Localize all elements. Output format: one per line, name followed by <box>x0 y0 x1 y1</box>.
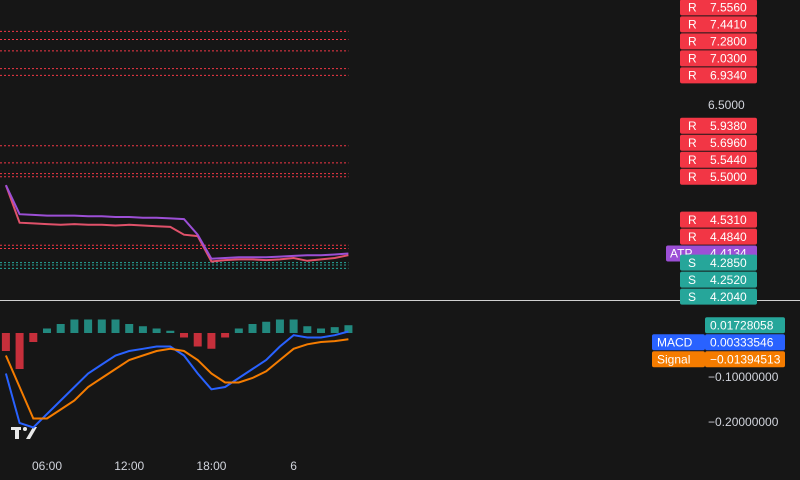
histogram-bar <box>56 323 65 333</box>
resistance-tag-bg <box>680 33 757 50</box>
support-tag-value: 4.2520 <box>710 273 747 287</box>
line <box>4 184 349 260</box>
resistance-marker: R <box>688 119 697 133</box>
resistance-tag-value: 5.9380 <box>710 119 747 133</box>
resistance-tag-bg <box>680 117 757 134</box>
resistance-tag-value: 5.6960 <box>710 136 747 150</box>
support-tag-bg <box>680 254 757 271</box>
support-tag-bg <box>680 288 757 305</box>
histogram-bar <box>248 323 257 333</box>
resistance-tag-bg <box>680 151 757 168</box>
histogram-bar <box>138 326 147 333</box>
histogram-bar <box>84 319 93 333</box>
histogram-bar <box>234 328 243 333</box>
histogram-bar <box>1 332 10 352</box>
histogram-bar <box>344 325 353 333</box>
resistance-marker: R <box>688 170 697 184</box>
resistance-marker: R <box>688 1 697 15</box>
histogram-bar <box>221 332 230 338</box>
x-tick-label: 6 <box>290 459 297 473</box>
resistance-tag-value: 5.5000 <box>710 170 747 184</box>
histogram-bar <box>207 332 216 349</box>
histogram-bar <box>289 319 298 333</box>
last-value-tag: −0.01394513 <box>710 352 781 366</box>
histogram-bar <box>70 319 79 333</box>
resistance-tag-bg <box>680 168 757 185</box>
last-value-tag-bg <box>705 334 785 351</box>
resistance-tag-bg <box>680 50 757 67</box>
line <box>4 184 349 263</box>
histogram-bar <box>125 323 134 333</box>
resistance-marker: R <box>688 18 697 32</box>
resistance-marker: R <box>688 213 697 227</box>
histogram-bar <box>111 319 120 333</box>
histogram-bar <box>193 332 202 347</box>
x-tick-label: 12:00 <box>114 459 144 473</box>
resistance-tag-value: 7.2800 <box>710 35 747 49</box>
resistance-tag-value: 5.5440 <box>710 153 747 167</box>
series-name-bg <box>652 351 705 368</box>
histogram-bar <box>97 319 106 333</box>
resistance-tag-value: 7.5560 <box>710 1 747 15</box>
support-tag-bg <box>680 271 757 288</box>
resistance-marker: R <box>688 69 697 83</box>
y-tick-label: −0.10000000 <box>708 370 779 384</box>
y-tick-label: −0.20000000 <box>708 415 779 429</box>
resistance-tag-bg <box>680 211 757 228</box>
support-marker: S <box>688 290 696 304</box>
histogram-bar <box>275 319 284 333</box>
resistance-tag-bg <box>680 228 757 245</box>
resistance-tag-bg <box>680 16 757 33</box>
histogram-bar <box>317 328 326 333</box>
histogram-bar <box>303 326 312 333</box>
resistance-marker: R <box>688 136 697 150</box>
logo <box>11 427 37 439</box>
resistance-tag-value: 6.9340 <box>710 69 747 83</box>
histogram-bar <box>180 332 189 338</box>
resistance-tag-bg <box>680 0 757 16</box>
resistance-marker: R <box>688 52 697 66</box>
resistance-tag-value: 7.4410 <box>710 18 747 32</box>
resistance-tag-bg <box>680 134 757 151</box>
x-tick-label: 06:00 <box>32 459 62 473</box>
resistance-tag-bg <box>680 67 757 84</box>
histogram-bar <box>15 332 24 370</box>
last-value-tag: 0.00333546 <box>710 335 774 349</box>
y-tick-label: 6.5000 <box>708 98 745 112</box>
x-tick-label: 18:00 <box>196 459 226 473</box>
resistance-tag-value: 7.0300 <box>710 52 747 66</box>
last-value-tag: 0.01728058 <box>710 318 774 332</box>
last-value-tag-bg <box>705 317 785 334</box>
support-marker: S <box>688 273 696 287</box>
line <box>4 338 349 420</box>
resistance-marker: R <box>688 35 697 49</box>
series-name: Signal <box>657 352 690 366</box>
series-name: MACD <box>657 335 693 349</box>
resistance-marker: R <box>688 153 697 167</box>
last-value-tag-bg <box>705 351 785 368</box>
histogram-bar <box>42 328 51 333</box>
line <box>4 330 349 429</box>
histogram-bar <box>152 328 161 333</box>
series-name-bg <box>652 334 705 351</box>
support-tag-value: 4.2040 <box>710 290 747 304</box>
histogram-bar <box>262 321 271 333</box>
support-tag-value: 4.2850 <box>710 256 747 270</box>
histogram-bar <box>166 330 175 333</box>
histogram-bar <box>29 332 38 343</box>
resistance-marker: R <box>688 230 697 244</box>
resistance-tag-value: 4.5310 <box>710 213 747 227</box>
histogram-bar <box>330 327 339 333</box>
resistance-tag-value: 4.4840 <box>710 230 747 244</box>
support-marker: S <box>688 256 696 270</box>
